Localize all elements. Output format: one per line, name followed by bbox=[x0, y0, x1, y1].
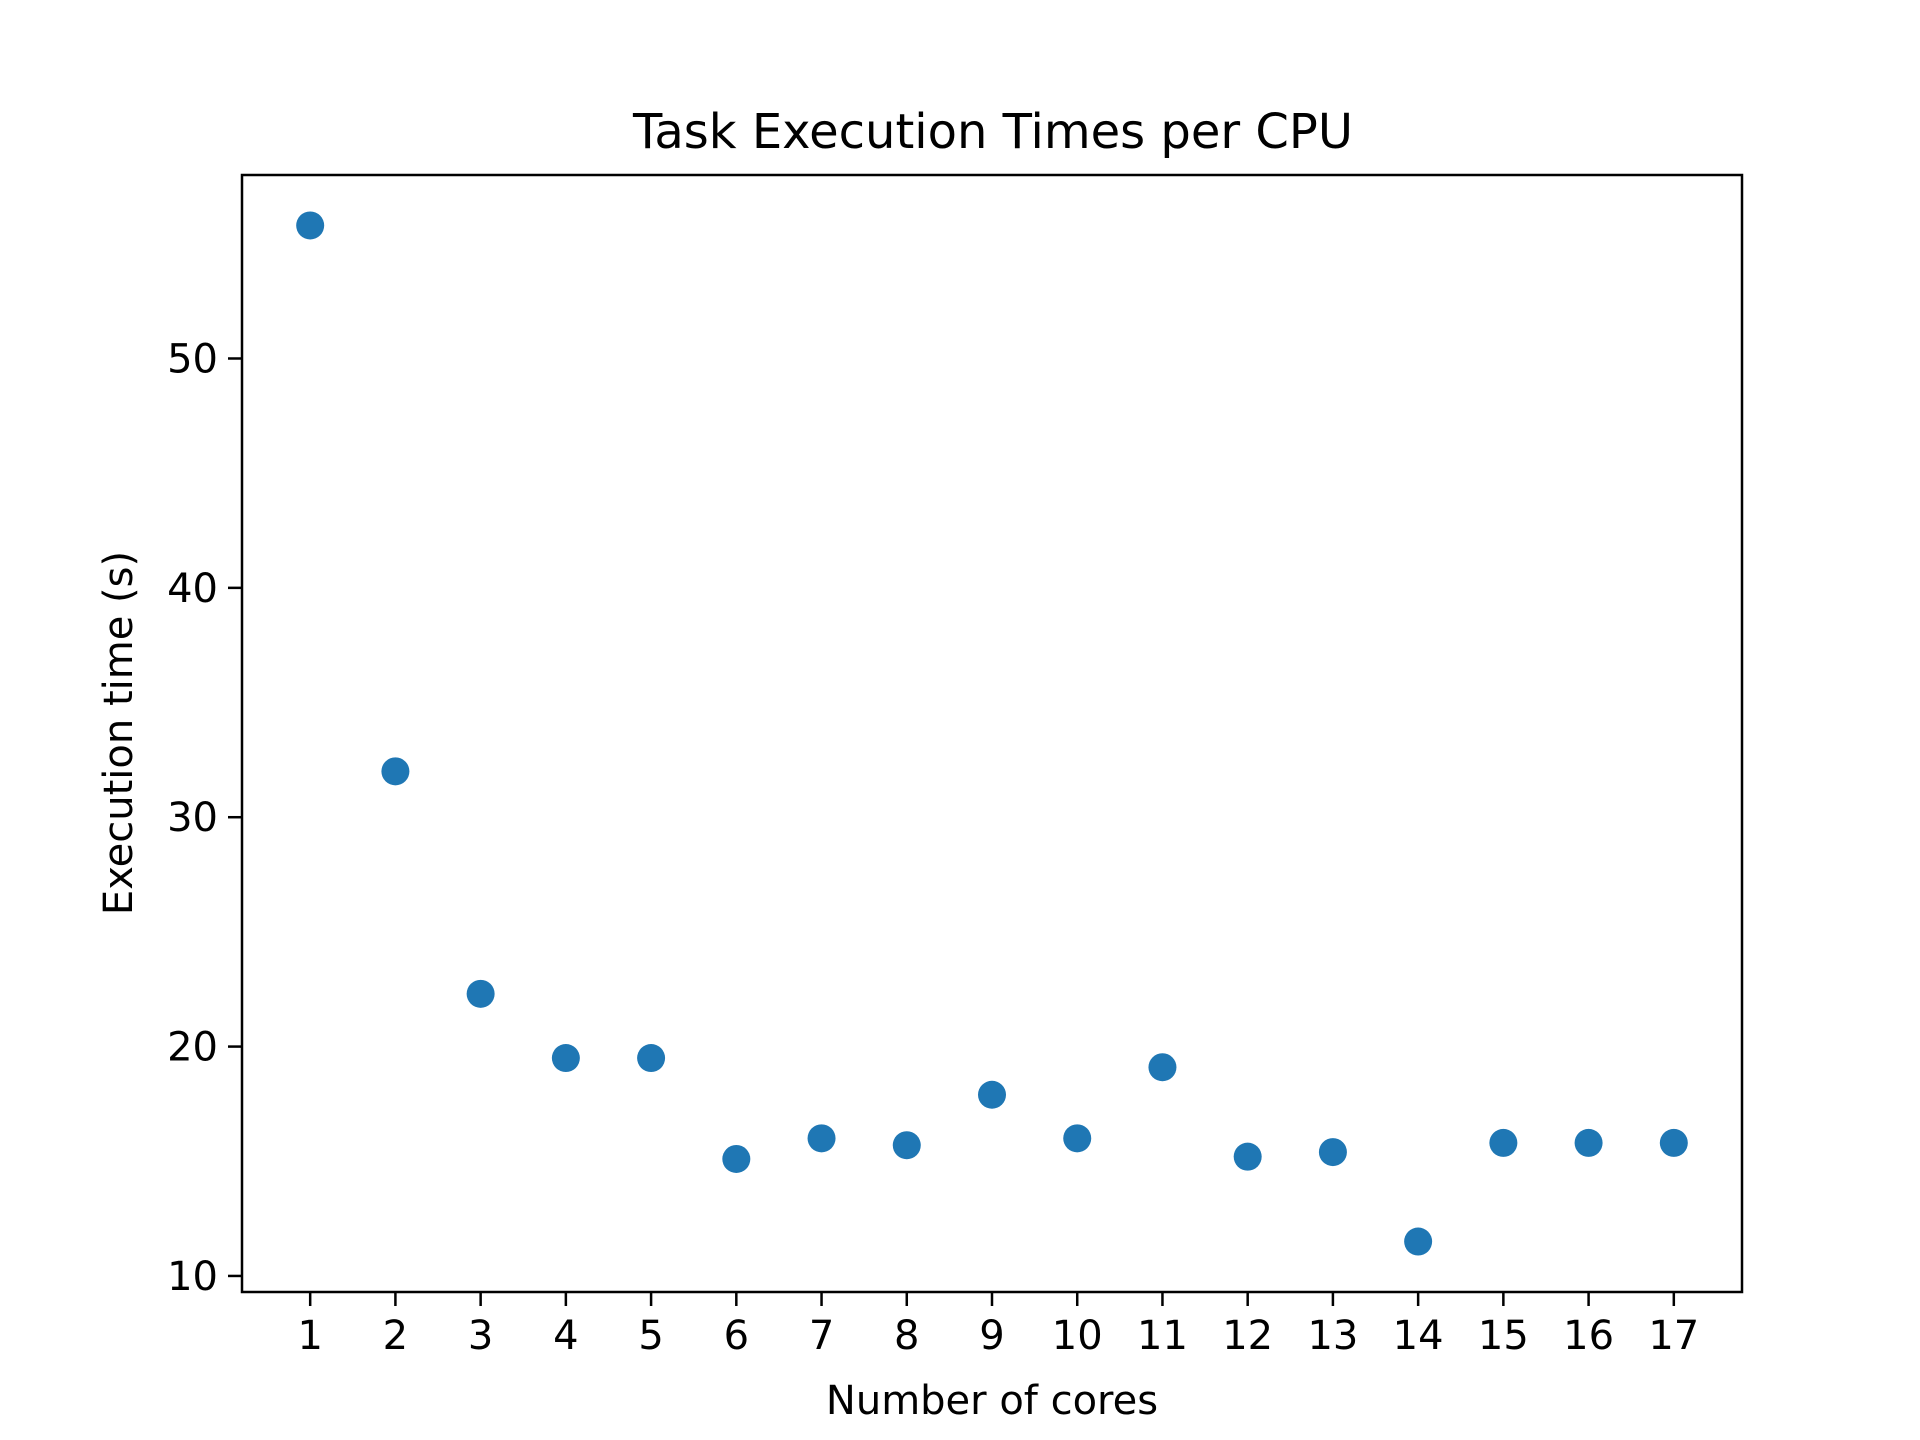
x-tick-label: 8 bbox=[894, 1313, 919, 1359]
y-tick-label: 10 bbox=[167, 1254, 218, 1300]
x-tick-label: 10 bbox=[1052, 1313, 1103, 1359]
data-point bbox=[1148, 1053, 1177, 1082]
x-tick-label: 13 bbox=[1307, 1313, 1358, 1359]
data-point bbox=[722, 1144, 751, 1173]
x-axis-label: Number of cores bbox=[826, 1378, 1158, 1424]
data-point bbox=[381, 757, 410, 786]
x-tick-label: 1 bbox=[297, 1313, 322, 1359]
y-axis-label: Execution time (s) bbox=[96, 551, 142, 915]
data-point bbox=[1318, 1138, 1347, 1167]
data-point bbox=[1233, 1142, 1262, 1171]
data-point bbox=[551, 1044, 580, 1073]
x-tick-label: 16 bbox=[1563, 1313, 1614, 1359]
data-point bbox=[466, 979, 495, 1008]
y-axis-ticks: 10 20 30 40 50 bbox=[167, 336, 242, 1300]
y-tick-label: 40 bbox=[167, 566, 218, 612]
x-tick-label: 17 bbox=[1648, 1313, 1699, 1359]
y-tick-label: 30 bbox=[167, 795, 218, 841]
data-points bbox=[296, 211, 1688, 1256]
x-tick-label: 12 bbox=[1222, 1313, 1273, 1359]
x-tick-label: 6 bbox=[724, 1313, 749, 1359]
x-tick-label: 9 bbox=[979, 1313, 1004, 1359]
x-axis-ticks: 1 2 3 4 5 6 7 8 9 10 11 12 13 14 15 16 17 bbox=[297, 1292, 1699, 1359]
data-point bbox=[637, 1044, 666, 1073]
x-tick-label: 11 bbox=[1137, 1313, 1188, 1359]
y-tick-label: 50 bbox=[167, 336, 218, 382]
data-point bbox=[1063, 1124, 1092, 1153]
plot-frame bbox=[240, 173, 1744, 1294]
data-point bbox=[296, 211, 325, 240]
x-tick-label: 7 bbox=[809, 1313, 834, 1359]
x-tick-label: 4 bbox=[553, 1313, 578, 1359]
data-point bbox=[807, 1124, 836, 1153]
x-tick-label: 3 bbox=[468, 1313, 493, 1359]
data-point bbox=[1489, 1128, 1518, 1157]
x-tick-label: 15 bbox=[1478, 1313, 1529, 1359]
chart-title: Task Execution Times per CPU bbox=[632, 104, 1353, 160]
data-point bbox=[1404, 1227, 1433, 1256]
x-tick-label: 2 bbox=[383, 1313, 408, 1359]
x-tick-label: 5 bbox=[638, 1313, 663, 1359]
data-point bbox=[892, 1131, 921, 1160]
data-point bbox=[978, 1080, 1006, 1109]
x-tick-label: 14 bbox=[1393, 1313, 1444, 1359]
data-point bbox=[1659, 1128, 1688, 1157]
y-tick-label: 20 bbox=[167, 1025, 218, 1071]
data-point bbox=[1574, 1128, 1603, 1157]
